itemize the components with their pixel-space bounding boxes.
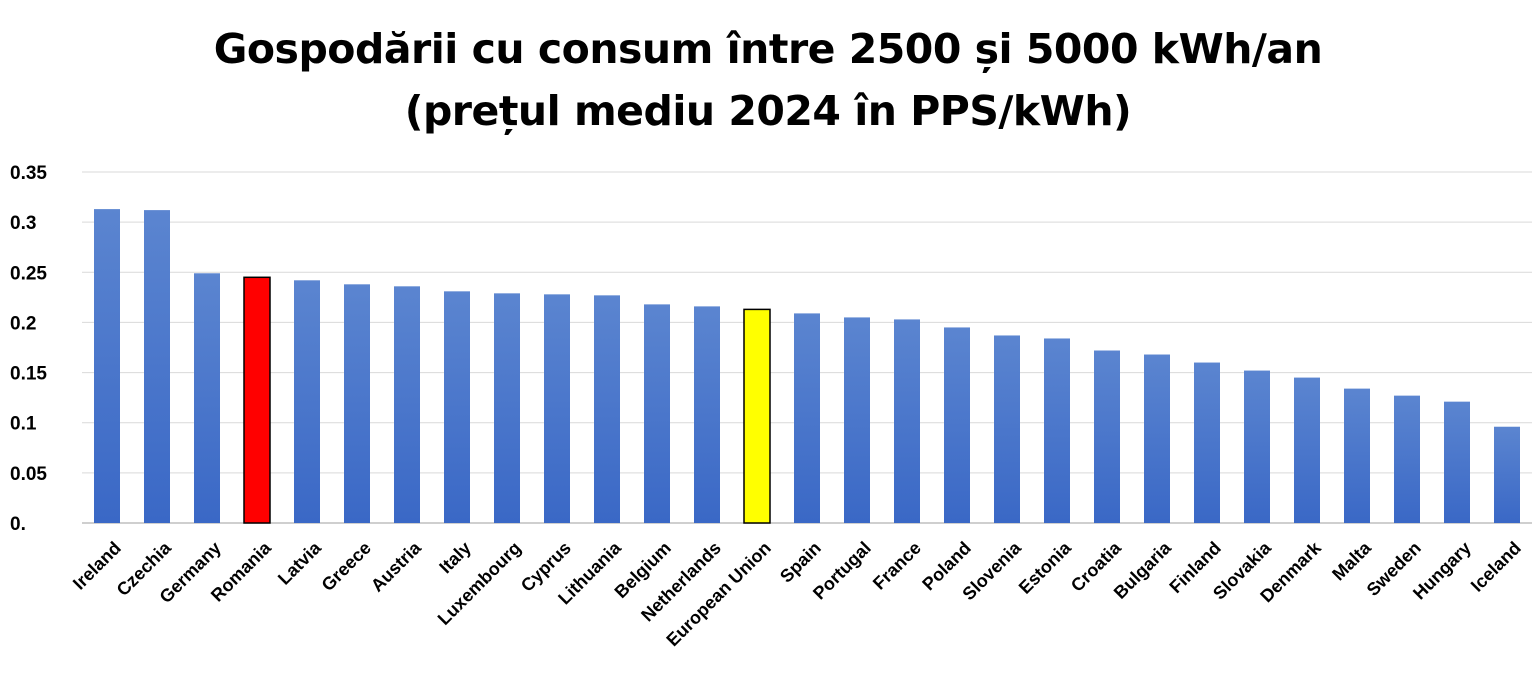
bar-slovakia	[1244, 370, 1270, 523]
bar-european-union	[743, 308, 771, 524]
y-tick-label: 0.05	[10, 464, 47, 485]
bar-finland	[1194, 362, 1220, 523]
bar-spain	[794, 313, 820, 523]
bar-czechia	[144, 210, 170, 523]
bar-ireland	[94, 209, 120, 523]
y-axis: 0. 0.05 0.1 0.15 0.2 0.25 0.3 0.35	[10, 163, 47, 535]
x-tick-label: Malta	[1328, 537, 1375, 584]
bar-romania	[243, 276, 271, 524]
y-tick-label: 0.1	[10, 414, 37, 435]
bar-malta	[1344, 388, 1370, 523]
y-tick-label: 0.	[10, 514, 26, 535]
bar-austria	[394, 286, 420, 523]
bar-bulgaria	[1144, 354, 1170, 523]
bar-belgium	[644, 304, 670, 523]
x-tick-label: France	[869, 538, 925, 594]
bar-germany	[194, 273, 220, 523]
y-tick-label: 0.2	[10, 313, 36, 334]
bar-iceland	[1494, 426, 1520, 523]
bar-netherlands	[694, 306, 720, 523]
x-tick-label: Spain	[776, 538, 825, 587]
y-tick-label: 0.3	[10, 213, 36, 234]
bar-estonia	[1044, 338, 1070, 523]
y-tick-label: 0.35	[10, 163, 47, 184]
bar-cyprus	[544, 294, 570, 523]
bar-italy	[444, 291, 470, 523]
chart-title-line-1: Gospodării cu consum între 2500 și 5000 …	[213, 25, 1323, 73]
bar-croatia	[1094, 350, 1120, 523]
bars	[94, 209, 1520, 524]
bar-luxembourg	[494, 293, 520, 523]
x-tick-label: Estonia	[1015, 537, 1076, 598]
bar-denmark	[1294, 377, 1320, 523]
y-tick-label: 0.25	[10, 263, 47, 284]
x-tick-label: Austria	[367, 537, 426, 596]
bar-sweden	[1394, 395, 1420, 523]
x-tick-label: Iceland	[1467, 538, 1525, 596]
x-tick-label: Italy	[435, 538, 475, 578]
bar-greece	[344, 284, 370, 523]
bar-latvia	[294, 280, 320, 523]
y-tick-label: 0.15	[10, 364, 47, 385]
bar-poland	[944, 327, 970, 523]
bar-portugal	[844, 317, 870, 523]
bar-slovenia	[994, 335, 1020, 523]
chart-title-line-2: (prețul mediu 2024 în PPS/kWh)	[404, 87, 1132, 135]
x-tick-label: Greece	[318, 538, 375, 595]
bar-france	[894, 319, 920, 523]
bar-hungary	[1444, 401, 1470, 523]
bar-lithuania	[594, 295, 620, 523]
gridlines	[82, 171, 1532, 524]
